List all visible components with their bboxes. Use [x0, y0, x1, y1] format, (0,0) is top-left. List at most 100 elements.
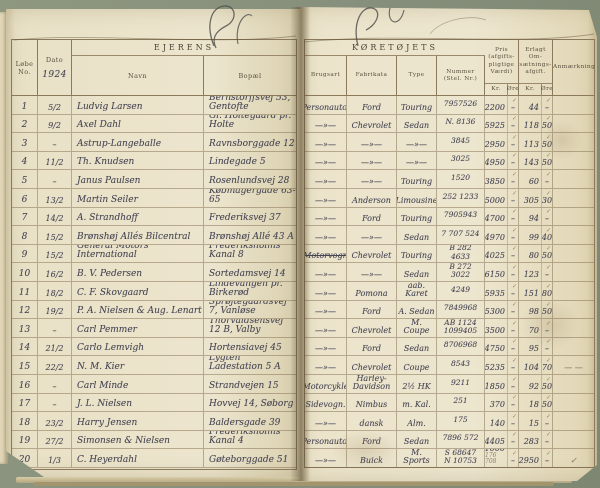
cell-afgift-kr: 2950 [519, 449, 542, 467]
table-row: Personauto. Ford Touring 7957526 2200 ✓ … [305, 96, 594, 115]
cell-nummer: 8706968 [437, 338, 485, 356]
cell-dato: 14/2 [38, 208, 72, 226]
cell-type: 2½ HK [397, 375, 437, 393]
cell-bopael: Frederiksholms Kanal 4 [209, 430, 281, 447]
table-row: 7 14/2 A. Strandhoff Frederiksvej 37 [12, 208, 296, 227]
cell-fabrikata: Buick [347, 449, 397, 467]
cell-navn: Simonsen & Nielsen [72, 431, 204, 449]
col-header-anmaerkning: Anmærkning [553, 64, 596, 71]
cell-fabrikata: —»— [347, 133, 397, 151]
cell-afgift-ore: ✓ 50 [542, 394, 553, 410]
pencil-check-icon: ✓ [511, 208, 517, 216]
cell-type: M. Coupe [397, 319, 437, 337]
table-row: —»— dansk Alm. 175 140 ✓ – 15 ✓ – [305, 412, 594, 431]
cell-navn: Martin Seiler [72, 189, 204, 207]
col-header-kr: Kr. [485, 84, 508, 96]
cell-bopael: Brønshøj Allé 43 A [209, 231, 294, 242]
cell-bopael: Strandvejen 15 [209, 380, 279, 391]
cell-lobe-no: 8 [12, 226, 38, 244]
cell-fabrikata: —»— [347, 226, 397, 244]
cell-dato: 15/2 [38, 226, 72, 244]
cell-brugsart: Personauto. [305, 431, 347, 449]
cell-bopael: Gl. Holtegaard pr. Holte [209, 114, 292, 131]
cell-brugsart: —»— [305, 412, 347, 430]
cell-anmaerkning [553, 319, 594, 337]
cell-fabrikata: Anderson [347, 189, 397, 207]
cell-vaerdi-ore: ✓ – [508, 338, 519, 356]
cell-anmaerkning [553, 431, 594, 449]
cell-dato: – [38, 319, 72, 337]
cell-lobe-no: 17 [12, 394, 38, 412]
cell-vaerdi-ore: ✓ – [508, 208, 519, 226]
table-row: 13 – Carl Pemmer Thorvaldsensvej 12 B, V… [12, 319, 296, 338]
cell-vaerdi-kr: 11000176 708 [485, 449, 508, 467]
cell-anmaerkning [553, 338, 594, 356]
table-row: 15 22/2 N. M. Kier Lygten Ladestation 5 … [12, 356, 296, 375]
pencil-check-icon: ✓ [545, 431, 551, 439]
cell-vaerdi-kr: 5935 [485, 282, 508, 300]
cell-type: —»— [397, 133, 437, 151]
cell-type: Sedan [397, 226, 437, 244]
cell-brugsart: —»— [305, 226, 347, 244]
cell-anmaerkning [553, 282, 594, 300]
cell-afgift-ore: ✓ – [542, 319, 553, 337]
cell-navn: Th. Knudsen [72, 152, 204, 170]
cell-vaerdi-kr: 6150 [485, 263, 508, 281]
cell-bopael: Hortensiavej 45 [209, 343, 282, 354]
cell-brugsart: —»— [305, 301, 347, 319]
cell-nummer: 3845 [437, 133, 485, 151]
cell-bopael: Frederiksvej 37 [209, 213, 281, 224]
cell-brugsart: —»— [305, 170, 347, 188]
cell-lobe-no: 4 [12, 152, 38, 170]
pencil-check-icon: ✓ [511, 115, 517, 123]
table-row: 2 9/2 Axel Dahl Gl. Holtegaard pr. Holte [12, 115, 296, 134]
cell-type: Limousine [397, 189, 437, 207]
cell-afgift-ore: ✓ 50 [542, 375, 553, 391]
cell-vaerdi-kr: 4700 [485, 208, 508, 226]
pencil-check-icon: ✓ [511, 170, 517, 178]
cell-dato: – [38, 375, 72, 393]
cell-navn: Brønshøj Allés Bilcentral [72, 226, 204, 244]
cell-bopael: Sortedamsvej 14 [209, 268, 286, 279]
cell-bopael: Frederiksholms Kanal 8 [209, 244, 281, 261]
pencil-check-icon: ✓ [511, 356, 517, 364]
cell-navn: Carl Pemmer [72, 319, 204, 337]
cell-anmaerkning [553, 115, 594, 133]
cell-type: m. Kal. [397, 394, 437, 412]
cell-lobe-no: 15 [12, 356, 38, 374]
col-header-kr: Kr. [519, 84, 542, 96]
cell-bopael: Baldersgade 39 [209, 417, 281, 428]
cell-vaerdi-kr: 15000 [485, 189, 508, 207]
cell-lobe-no: 20 [12, 449, 38, 467]
ledger-page-left: Løbe No. Dato 1924 EJERENS Navn Bopæl 1 … [6, 9, 300, 477]
pencil-check-icon: ✓ [511, 189, 517, 197]
cell-dato: 21/2 [38, 338, 72, 356]
cell-type: M. Sports [397, 449, 437, 467]
pencil-check-icon: ✓ [545, 338, 551, 346]
pencil-check-icon: ✓ [511, 338, 517, 346]
cell-vaerdi-kr: 4970 [485, 226, 508, 244]
cell-brugsart: —»— [305, 282, 347, 300]
cell-type: aab. Karet [397, 282, 437, 300]
cell-type: Touring [397, 208, 437, 226]
cell-fabrikata: Pomona [347, 282, 397, 300]
cell-afgift-kr: 70 [519, 319, 542, 337]
cell-brugsart: —»— [305, 449, 347, 467]
cell-afgift-ore: ✓ – [542, 449, 553, 467]
cell-nummer: S 68647 N 10753 [437, 449, 485, 467]
cell-anmaerkning [553, 375, 594, 393]
cell-vaerdi-ore: ✓ – [508, 133, 519, 151]
cell-bopael: Købmagergade 63-65 [209, 188, 296, 205]
cell-afgift-kr: 60 [519, 170, 542, 188]
cell-lobe-no: 12 [12, 301, 38, 319]
cell-vaerdi-kr: 370 [485, 394, 508, 412]
table-row: Personauto. Ford Sedan 7896 572 4405 ✓ –… [305, 431, 594, 450]
cell-brugsart: —»— [305, 208, 347, 226]
pencil-check-icon: ✓ [511, 152, 517, 160]
cell-afgift-kr: 99 [519, 226, 542, 244]
cell-fabrikata: Chevrolet [347, 115, 397, 133]
cell-afgift-kr: 143 [519, 152, 542, 170]
table-row: —»— —»— —»— 3845 2950 ✓ – 113 ✓ 50 [305, 133, 594, 152]
pencil-check-icon: ✓ [545, 394, 551, 402]
cell-anmaerkning [553, 152, 594, 170]
